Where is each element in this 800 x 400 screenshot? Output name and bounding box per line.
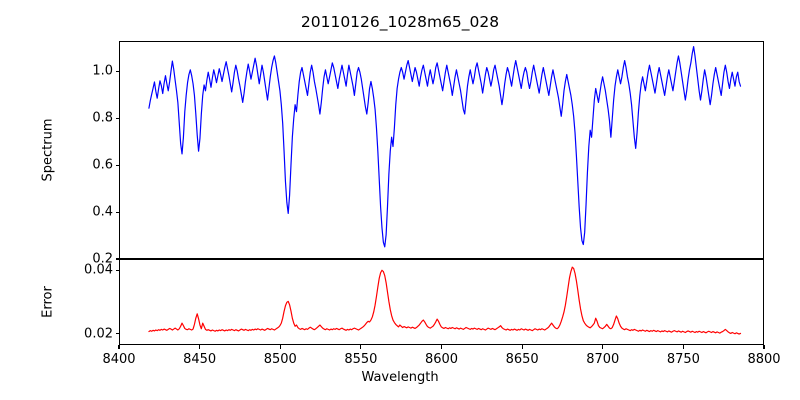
wavelength-tick-label: 8600 [424, 352, 459, 367]
spectrum-axis-label: Spectrum [40, 118, 56, 182]
spectrum-ytick-mark [115, 258, 119, 260]
error-ytick-label: 0.04 [84, 262, 113, 278]
wavelength-tick-mark [763, 345, 765, 349]
wavelength-tick-label: 8650 [505, 352, 539, 367]
wavelength-tick-mark [199, 345, 201, 349]
spectrum-ytick-label: 0.2 [92, 251, 113, 267]
spectrum-ytick-mark [115, 164, 119, 166]
page-title: 20110126_1028m65_028 [300, 13, 500, 31]
wavelength-tick-label: 8400 [102, 352, 136, 367]
wavelength-tick-label: 8550 [344, 352, 378, 367]
spectrum-ytick-label: 0.6 [92, 157, 113, 173]
error-plot-area [119, 259, 764, 345]
error-data-line [148, 266, 742, 335]
wavelength-tick-mark [602, 345, 604, 349]
wavelength-tick-mark [118, 345, 120, 349]
spectrum-line-chart [148, 46, 742, 248]
wavelength-tick-mark [682, 345, 684, 349]
wavelength-tick-mark [521, 345, 523, 349]
spectrum-ytick-mark [115, 70, 119, 73]
wavelength-tick-mark [360, 345, 362, 349]
wavelength-tick-label: 8500 [263, 352, 297, 367]
error-ytick-mark [115, 269, 119, 271]
wavelength-axis-label: Wavelength [361, 370, 439, 385]
spectrum-data-line [148, 46, 742, 248]
spectrum-ytick-mark [115, 211, 119, 213]
wavelength-tick-mark [440, 345, 443, 349]
wavelength-tick-mark [279, 345, 281, 349]
error-ytick-mark [115, 333, 119, 335]
spectrum-ytick-label: 1.0 [92, 63, 113, 79]
spectrum-plot-area [119, 41, 764, 259]
wavelength-tick-label: 8750 [666, 352, 700, 367]
spectrum-ytick-mark [115, 117, 119, 119]
spectrum-ytick-label: 0.8 [92, 110, 113, 126]
error-line-chart [148, 266, 742, 335]
error-axis-label: Error [40, 286, 56, 318]
spectrum-ytick-label: 0.4 [92, 204, 113, 220]
wavelength-tick-label: 8450 [183, 352, 217, 367]
wavelength-tick-label: 8800 [747, 352, 781, 367]
error-ytick-label: 0.02 [84, 326, 113, 342]
wavelength-tick-label: 8700 [586, 352, 620, 367]
